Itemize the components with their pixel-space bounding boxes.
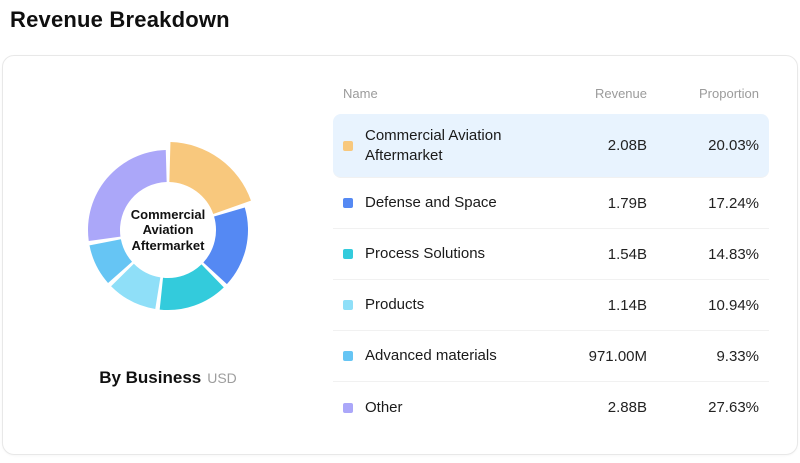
donut-segment-other[interactable]	[87, 150, 167, 241]
row-name: Advanced materials	[365, 347, 497, 365]
table-row[interactable]: Products 1.14B 10.94%	[333, 280, 769, 331]
revenue-breakdown-card: Commercial Aviation Aftermarket By Busin…	[2, 55, 798, 455]
page-title: Revenue Breakdown	[10, 7, 230, 32]
row-revenue: 1.14B	[607, 296, 647, 314]
row-proportion: 9.33%	[716, 347, 759, 365]
row-revenue: 1.54B	[607, 245, 647, 263]
legend-swatch	[343, 198, 353, 208]
header-name: Name	[343, 85, 378, 101]
row-name-cell: Other	[343, 398, 537, 418]
legend-swatch	[343, 402, 353, 413]
chart-caption-unit: USD	[207, 370, 237, 386]
row-proportion: 14.83%	[708, 245, 759, 263]
revenue-table: Name Revenue Proportion Commercial Aviat…	[333, 78, 769, 433]
row-proportion: 10.94%	[708, 296, 759, 314]
row-name: Process Solutions	[365, 245, 486, 263]
header-revenue: Revenue	[594, 85, 647, 101]
row-revenue: 2.08B	[607, 137, 647, 154]
chart-caption: By Business USD	[3, 368, 333, 388]
donut-segment-process-solutions[interactable]	[159, 264, 224, 311]
table-row[interactable]: Other 2.88B 27.63%	[333, 382, 769, 433]
donut-segment-commercial-aviation-aftermarket[interactable]	[169, 142, 251, 214]
legend-swatch	[343, 351, 353, 361]
table-row[interactable]: Advanced materials 971.00M 9.33%	[333, 331, 769, 382]
donut-chart[interactable]	[66, 128, 270, 332]
row-proportion: 17.24%	[708, 194, 759, 212]
row-name: Products	[365, 296, 425, 314]
row-proportion: 20.03%	[708, 137, 759, 154]
row-proportion: 27.63%	[708, 399, 759, 416]
table-row[interactable]: Defense and Space 1.79B 17.24%	[333, 178, 769, 229]
row-revenue: 971.00M	[588, 347, 647, 365]
donut-chart-area: Commercial Aviation Aftermarket	[66, 128, 270, 332]
row-name-cell: Commercial Aviation Aftermarket	[343, 126, 537, 165]
chart-caption-title: By Business	[99, 368, 202, 387]
donut-segment-products[interactable]	[111, 263, 161, 309]
row-name-cell: Products	[343, 295, 537, 315]
table-row[interactable]: Commercial Aviation Aftermarket 2.08B 20.0…	[333, 114, 769, 178]
row-name: Commercial Aviation Aftermarket	[365, 127, 502, 164]
legend-swatch	[343, 249, 353, 259]
row-revenue: 1.79B	[607, 194, 647, 212]
table-row[interactable]: Process Solutions 1.54B 14.83%	[333, 229, 769, 280]
row-revenue: 2.88B	[607, 399, 647, 416]
revenue-table-body: Commercial Aviation Aftermarket 2.08B 20.0…	[333, 114, 769, 433]
donut-segment-defense-and-space[interactable]	[203, 207, 248, 285]
row-name-cell: Advanced materials	[343, 346, 537, 366]
donut-segment-advanced-materials[interactable]	[89, 239, 133, 283]
legend-swatch	[343, 140, 353, 151]
row-name: Other	[365, 398, 403, 416]
legend-swatch	[343, 300, 353, 310]
row-name-cell: Process Solutions	[343, 244, 537, 264]
header-proportion: Proportion	[699, 85, 759, 101]
row-name: Defense and Space	[365, 194, 497, 212]
table-header: Name Revenue Proportion	[333, 78, 769, 108]
chart-column: Commercial Aviation Aftermarket By Busin…	[3, 56, 333, 454]
row-name-cell: Defense and Space	[343, 193, 537, 213]
